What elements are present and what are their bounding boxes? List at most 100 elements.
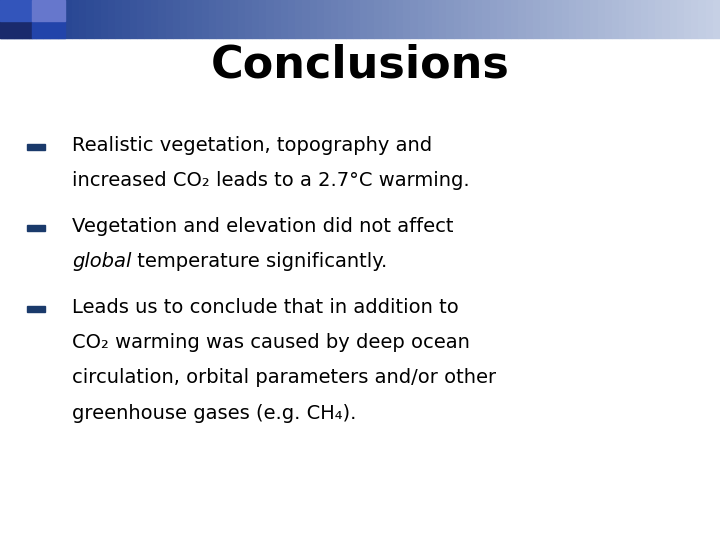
Text: greenhouse gases (e.g. CH₄).: greenhouse gases (e.g. CH₄). xyxy=(72,403,356,423)
Bar xyxy=(410,0,418,38)
Bar xyxy=(446,0,454,38)
Bar xyxy=(65,0,72,38)
Bar xyxy=(151,0,158,38)
Bar xyxy=(374,0,382,38)
Bar xyxy=(713,0,720,38)
Bar xyxy=(554,0,562,38)
Bar xyxy=(223,0,230,38)
Bar xyxy=(562,0,569,38)
Bar xyxy=(439,0,446,38)
Bar xyxy=(115,0,122,38)
Bar xyxy=(706,0,713,38)
Bar xyxy=(0,17,32,38)
Bar xyxy=(331,0,338,38)
Bar xyxy=(403,0,410,38)
Bar xyxy=(32,17,65,38)
Bar xyxy=(245,0,252,38)
Bar xyxy=(583,0,590,38)
Bar xyxy=(122,0,130,38)
Bar xyxy=(432,0,439,38)
Bar xyxy=(626,0,634,38)
Bar xyxy=(641,0,648,38)
Bar xyxy=(58,0,65,38)
Bar xyxy=(0,0,32,21)
Bar xyxy=(274,0,281,38)
Bar xyxy=(230,0,238,38)
Bar xyxy=(497,0,504,38)
Bar xyxy=(202,0,209,38)
Bar xyxy=(259,0,266,38)
Bar xyxy=(691,0,698,38)
Bar xyxy=(187,0,194,38)
Bar xyxy=(317,0,324,38)
Text: Conclusions: Conclusions xyxy=(210,43,510,86)
Bar xyxy=(43,0,50,38)
Bar xyxy=(353,0,360,38)
Bar xyxy=(32,0,65,21)
Bar xyxy=(27,144,45,150)
Bar xyxy=(598,0,605,38)
Bar xyxy=(137,0,144,38)
Bar xyxy=(144,0,151,38)
Bar xyxy=(396,0,403,38)
Bar xyxy=(338,0,346,38)
Bar xyxy=(216,0,223,38)
Bar xyxy=(166,0,173,38)
Bar xyxy=(238,0,245,38)
Bar xyxy=(29,0,36,38)
Bar xyxy=(266,0,274,38)
Bar xyxy=(302,0,310,38)
Bar xyxy=(454,0,461,38)
Bar xyxy=(14,0,22,38)
Bar xyxy=(79,0,86,38)
Bar xyxy=(173,0,180,38)
Bar xyxy=(670,0,677,38)
Bar xyxy=(490,0,497,38)
Bar xyxy=(576,0,583,38)
Bar xyxy=(655,0,662,38)
Bar xyxy=(605,0,612,38)
Bar xyxy=(518,0,526,38)
Bar xyxy=(389,0,396,38)
Bar xyxy=(101,0,108,38)
Bar xyxy=(540,0,547,38)
Bar xyxy=(461,0,468,38)
Bar xyxy=(547,0,554,38)
Bar xyxy=(475,0,482,38)
Bar xyxy=(367,0,374,38)
Bar xyxy=(180,0,187,38)
Bar xyxy=(504,0,511,38)
Text: circulation, orbital parameters and/or other: circulation, orbital parameters and/or o… xyxy=(72,368,496,388)
Bar xyxy=(533,0,540,38)
Bar xyxy=(634,0,641,38)
Bar xyxy=(252,0,259,38)
Text: CO₂ warming was caused by deep ocean: CO₂ warming was caused by deep ocean xyxy=(72,333,470,353)
Bar xyxy=(288,0,295,38)
Bar xyxy=(662,0,670,38)
Bar xyxy=(94,0,101,38)
Bar xyxy=(569,0,576,38)
Bar xyxy=(382,0,389,38)
Bar xyxy=(7,0,14,38)
Bar xyxy=(698,0,706,38)
Text: temperature significantly.: temperature significantly. xyxy=(131,252,387,272)
Bar xyxy=(36,0,43,38)
Bar xyxy=(360,0,367,38)
Bar xyxy=(158,0,166,38)
Bar xyxy=(281,0,288,38)
Bar xyxy=(619,0,626,38)
Bar xyxy=(130,0,137,38)
Bar xyxy=(310,0,317,38)
Bar xyxy=(72,0,79,38)
Bar xyxy=(684,0,691,38)
Bar xyxy=(418,0,425,38)
Bar xyxy=(295,0,302,38)
Bar xyxy=(482,0,490,38)
Text: increased CO₂ leads to a 2.7°C warming.: increased CO₂ leads to a 2.7°C warming. xyxy=(72,171,469,191)
Text: Leads us to conclude that in addition to: Leads us to conclude that in addition to xyxy=(72,298,459,318)
Text: Realistic vegetation, topography and: Realistic vegetation, topography and xyxy=(72,136,432,156)
Bar xyxy=(86,0,94,38)
Bar xyxy=(425,0,432,38)
Bar xyxy=(648,0,655,38)
Bar xyxy=(27,225,45,231)
